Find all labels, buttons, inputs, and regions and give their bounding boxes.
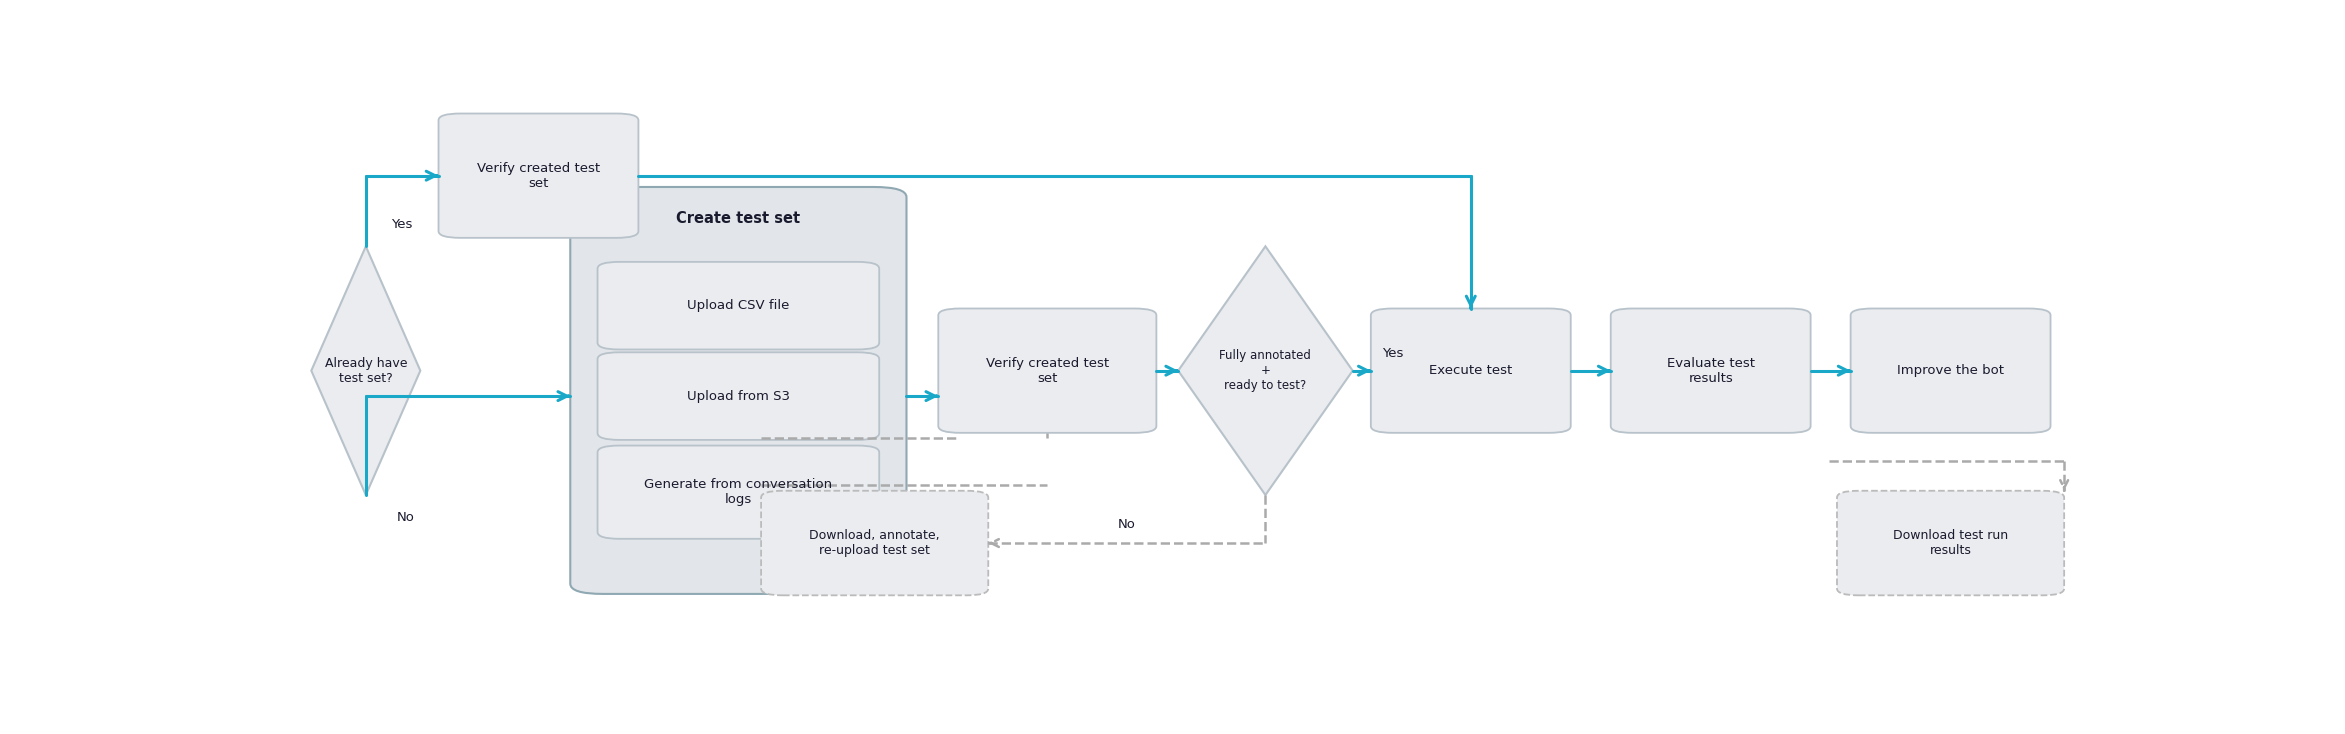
Text: Verify created test
set: Verify created test set (985, 357, 1109, 385)
FancyBboxPatch shape (762, 491, 987, 595)
Text: Download, annotate,
re-upload test set: Download, annotate, re-upload test set (809, 529, 940, 557)
FancyBboxPatch shape (439, 114, 638, 238)
FancyBboxPatch shape (1611, 308, 1810, 433)
Text: Generate from conversation
logs: Generate from conversation logs (645, 478, 832, 506)
FancyBboxPatch shape (1372, 308, 1571, 433)
Text: Upload CSV file: Upload CSV file (687, 299, 790, 312)
Text: No: No (1119, 518, 1135, 531)
Text: Execute test: Execute test (1428, 364, 1513, 377)
Text: Download test run
results: Download test run results (1892, 529, 2007, 557)
Polygon shape (1177, 247, 1353, 495)
FancyBboxPatch shape (598, 262, 879, 349)
FancyBboxPatch shape (570, 187, 908, 594)
Text: Verify created test
set: Verify created test set (476, 161, 600, 189)
Text: Already have
test set?: Already have test set? (324, 357, 408, 385)
Text: Upload from S3: Upload from S3 (687, 390, 790, 403)
Text: Improve the bot: Improve the bot (1897, 364, 2005, 377)
FancyBboxPatch shape (598, 446, 879, 539)
Text: Create test set: Create test set (675, 211, 800, 225)
Text: Evaluate test
results: Evaluate test results (1667, 357, 1754, 385)
FancyBboxPatch shape (1850, 308, 2050, 433)
Polygon shape (312, 247, 420, 495)
Text: Yes: Yes (392, 218, 413, 231)
Text: No: No (396, 511, 415, 524)
Text: Fully annotated
+
ready to test?: Fully annotated + ready to test? (1219, 349, 1311, 392)
Text: Yes: Yes (1381, 347, 1402, 360)
FancyBboxPatch shape (1836, 491, 2064, 595)
FancyBboxPatch shape (598, 352, 879, 440)
FancyBboxPatch shape (938, 308, 1156, 433)
